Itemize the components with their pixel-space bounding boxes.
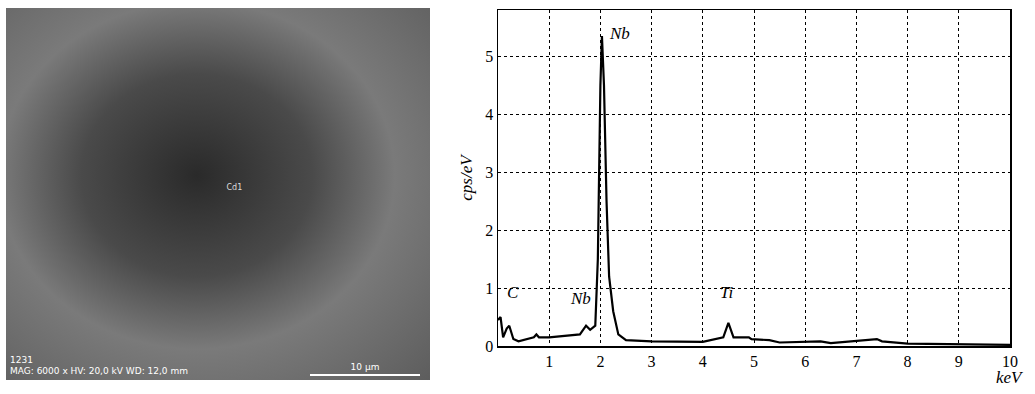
- svg-text:3: 3: [485, 164, 493, 181]
- svg-text:Nb: Nb: [570, 289, 591, 308]
- svg-text:4: 4: [699, 353, 707, 370]
- svg-text:cps/eV: cps/eV: [457, 153, 476, 201]
- svg-text:9: 9: [955, 353, 963, 370]
- svg-text:3: 3: [648, 353, 656, 370]
- svg-text:1: 1: [485, 280, 493, 297]
- svg-text:1: 1: [545, 353, 553, 370]
- svg-text:0: 0: [485, 338, 493, 355]
- svg-text:6: 6: [801, 353, 809, 370]
- html-text:Cd1: Cd1: [226, 182, 243, 192]
- svg-text:10: 10: [1002, 353, 1018, 370]
- svg-text:keV: keV: [996, 368, 1024, 387]
- svg-text:7: 7: [852, 353, 860, 370]
- svg-text:2: 2: [596, 353, 604, 370]
- svg-text:Ti: Ti: [720, 283, 734, 302]
- svg-text:5: 5: [485, 48, 493, 65]
- svg-text:C: C: [507, 283, 519, 302]
- svg-text:5: 5: [750, 353, 758, 370]
- svg-text:2: 2: [485, 222, 493, 239]
- svg-text:4: 4: [485, 106, 493, 123]
- html-text:MAG: 6000 x HV: 20,0 kV WD: 12: MAG: 6000 x HV: 20,0 kV WD: 12,0 mm: [10, 366, 188, 376]
- svg-text:8: 8: [904, 353, 912, 370]
- html-text:10 µm: 10 µm: [350, 362, 380, 372]
- svg-text:Nb: Nb: [609, 24, 630, 43]
- html-text:1231: 1231: [10, 355, 33, 365]
